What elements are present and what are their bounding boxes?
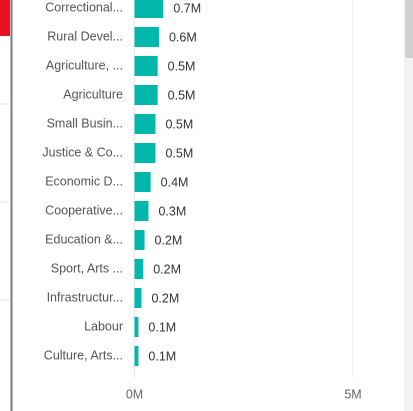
y-tick-label: Culture, Arts... xyxy=(44,348,123,362)
bar xyxy=(134,114,156,134)
value-label: 0.5M xyxy=(168,59,196,73)
scrollbar-track[interactable] xyxy=(404,0,413,411)
bar xyxy=(134,27,159,47)
bar xyxy=(134,85,158,105)
y-tick-label: Small Busin... xyxy=(47,116,123,130)
value-label: 0.5M xyxy=(168,88,196,102)
value-label: 0.5M xyxy=(165,117,193,131)
x-tick-label: 0M xyxy=(126,387,143,401)
value-label: 0.2M xyxy=(155,233,183,247)
selection-strip xyxy=(0,0,10,36)
bar xyxy=(134,0,164,18)
bar xyxy=(134,317,139,337)
scrollbar-thumb[interactable] xyxy=(405,0,413,58)
y-tick-label: Infrastructur... xyxy=(47,290,123,304)
bar xyxy=(134,230,145,250)
bar xyxy=(134,259,144,279)
y-tick-label: Agriculture xyxy=(63,87,123,101)
value-label: 0.3M xyxy=(158,204,186,218)
y-tick-label: Sport, Arts ... xyxy=(51,261,123,275)
value-label: 0.2M xyxy=(153,262,181,276)
bar xyxy=(134,288,142,308)
bar xyxy=(134,346,139,366)
bar xyxy=(134,143,156,163)
value-label: 0.4M xyxy=(161,175,189,189)
value-label: 0.7M xyxy=(173,1,201,15)
value-label: 0.6M xyxy=(169,30,197,44)
bar xyxy=(134,201,149,221)
x-tick-label: 5M xyxy=(344,387,361,401)
value-label: 0.2M xyxy=(151,291,179,305)
y-tick-label: Cooperative... xyxy=(45,203,123,217)
y-tick-label: Labour xyxy=(84,319,123,333)
y-tick-label: Rural Devel... xyxy=(47,29,123,43)
value-label: 0.1M xyxy=(148,349,176,363)
bar xyxy=(134,172,151,192)
y-tick-label: Economic D... xyxy=(45,174,123,188)
y-tick-label: Correctional... xyxy=(45,0,123,14)
y-tick-label: Agriculture, ... xyxy=(46,58,123,72)
value-label: 0.1M xyxy=(148,320,176,334)
y-tick-label: Education &... xyxy=(45,232,123,246)
y-tick-label: Justice & Co... xyxy=(42,145,123,159)
value-label: 0.5M xyxy=(165,146,193,160)
bar xyxy=(134,56,158,76)
